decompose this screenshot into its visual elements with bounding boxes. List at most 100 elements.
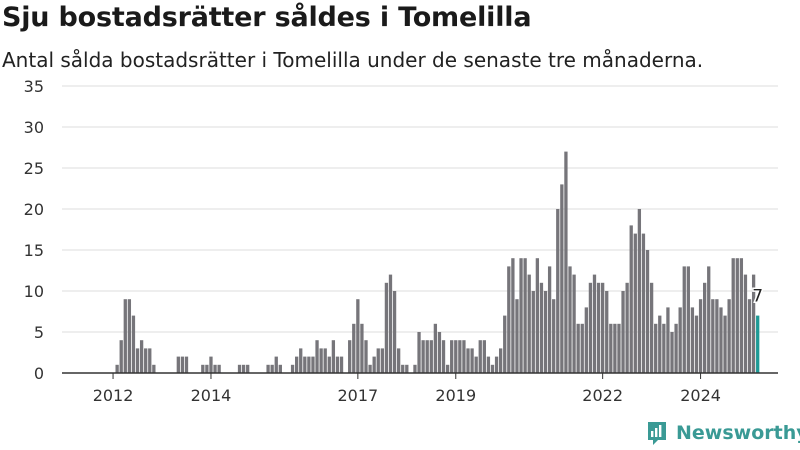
bar <box>380 348 384 373</box>
bar <box>654 323 658 373</box>
bar <box>739 258 744 373</box>
bar <box>246 364 250 373</box>
bar <box>507 266 511 373</box>
bar <box>592 274 597 373</box>
newsworthy-logo-icon <box>648 422 666 445</box>
bar <box>299 348 303 373</box>
bar <box>450 340 454 373</box>
bar <box>441 340 446 373</box>
bar <box>539 282 544 373</box>
bar <box>180 356 185 373</box>
bar <box>360 323 364 373</box>
bar <box>445 364 450 373</box>
bar <box>588 282 593 373</box>
bar <box>719 307 723 373</box>
bar <box>184 356 189 373</box>
y-tick-label: 5 <box>34 323 44 342</box>
bar <box>290 364 295 373</box>
bar <box>417 332 421 373</box>
bar <box>339 356 344 373</box>
bar <box>241 364 246 373</box>
bar <box>658 315 662 373</box>
newsworthy-brand[interactable]: Newsworthy <box>646 420 800 446</box>
bar <box>335 356 340 373</box>
bar <box>666 307 670 373</box>
bar <box>511 258 515 373</box>
bar <box>372 356 376 373</box>
bar <box>703 282 707 373</box>
bar <box>401 364 405 373</box>
bar <box>519 258 523 373</box>
bar <box>649 282 654 373</box>
bar <box>609 323 613 373</box>
bar <box>131 315 136 373</box>
bar <box>421 340 425 373</box>
bar <box>637 209 642 373</box>
bar <box>139 340 144 373</box>
bar <box>694 315 699 373</box>
bar <box>266 364 270 373</box>
bar <box>580 323 584 373</box>
bar <box>278 364 282 373</box>
bar <box>621 291 625 373</box>
bar <box>707 266 711 373</box>
bar <box>490 364 495 373</box>
bar <box>478 340 482 373</box>
bar <box>751 274 756 373</box>
bar <box>605 291 609 373</box>
x-tick-label: 2019 <box>435 386 476 405</box>
bar <box>425 340 429 373</box>
bar <box>556 209 560 373</box>
bar <box>662 323 666 373</box>
bar <box>323 348 327 373</box>
bar <box>123 299 127 373</box>
bar <box>462 340 466 373</box>
bar <box>364 340 368 373</box>
bar <box>368 364 372 373</box>
chart-title: Sju bostadsrätter såldes i Tomelilla <box>2 2 532 33</box>
bar <box>690 307 695 373</box>
bar <box>119 340 123 373</box>
x-tick-label: 2022 <box>582 386 623 405</box>
bar <box>727 299 731 373</box>
bar <box>568 266 572 373</box>
bar <box>674 323 678 373</box>
bar <box>515 299 519 373</box>
chart-subtitle: Antal sålda bostadsrätter i Tomelilla un… <box>2 48 704 72</box>
x-tick-label: 2012 <box>93 386 134 405</box>
bar <box>743 274 748 373</box>
bar <box>209 356 213 373</box>
bar <box>633 233 637 373</box>
bar <box>176 356 180 373</box>
bar <box>617 323 621 373</box>
bar <box>148 348 152 373</box>
bar <box>686 266 690 373</box>
bar <box>560 184 564 373</box>
bar <box>613 323 617 373</box>
bar <box>295 356 299 373</box>
bar <box>397 348 401 373</box>
bar <box>152 364 156 373</box>
bar <box>535 258 540 373</box>
bar <box>466 348 470 373</box>
bar <box>678 307 682 373</box>
bar <box>474 356 478 373</box>
bar <box>270 364 274 373</box>
bar <box>698 299 703 373</box>
bar <box>503 315 507 373</box>
bar <box>303 356 307 373</box>
bar <box>115 364 119 373</box>
bar <box>584 307 588 373</box>
y-tick-label: 30 <box>24 118 44 137</box>
bar <box>311 356 315 373</box>
y-tick-label: 35 <box>24 77 44 96</box>
last-value-label: 7 <box>752 287 763 307</box>
bar <box>576 323 580 373</box>
bar <box>564 151 568 373</box>
bar <box>747 299 752 373</box>
bar <box>454 340 458 373</box>
bar <box>205 364 209 373</box>
bar <box>319 348 323 373</box>
bar <box>356 299 360 373</box>
